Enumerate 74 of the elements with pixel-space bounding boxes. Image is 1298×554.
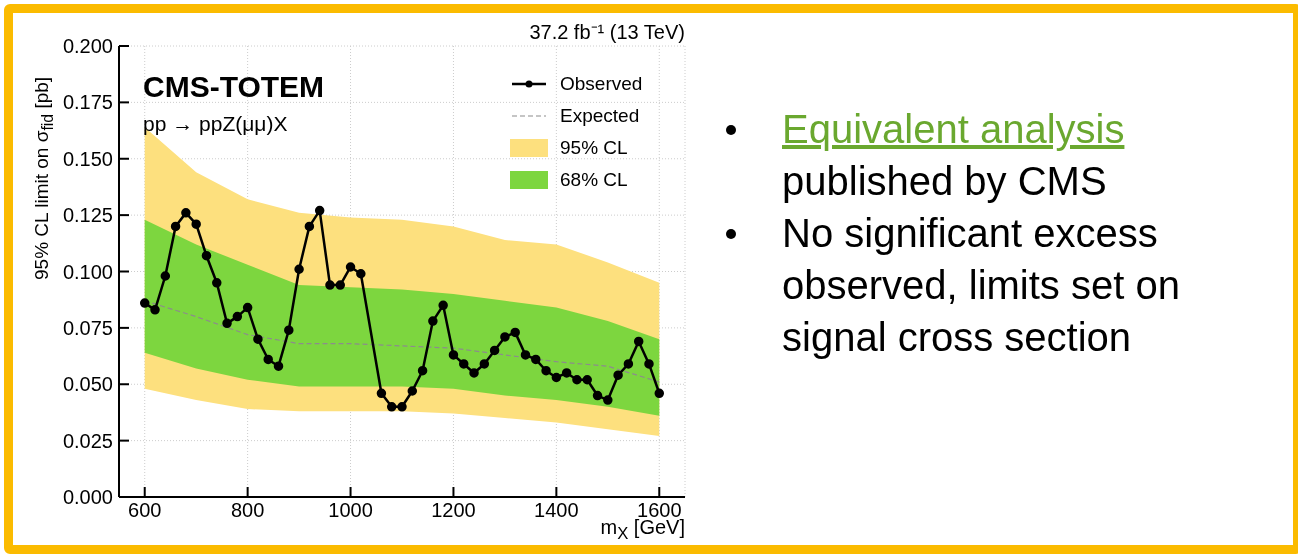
point [232,311,243,322]
point [428,316,438,326]
point [201,250,212,261]
x-tick-label: 800 [230,499,265,522]
annotation: CMS-TOTEM [143,70,325,104]
text: published by CMS [782,158,1108,205]
point [170,221,181,232]
y-tick-label: 0.100 [62,260,113,283]
x-tick-label: 1200 [431,499,476,522]
point [304,221,315,232]
y-tick-label: 0.150 [62,147,113,170]
point [397,402,407,412]
point [572,374,582,385]
point [531,354,541,365]
point [263,354,273,365]
point [448,350,459,360]
point [520,350,531,360]
legend-label: 68% CL [560,168,628,192]
point [510,327,520,338]
point [253,334,263,344]
point [500,332,510,342]
x-tick-label: 1000 [328,499,373,522]
point [191,219,201,229]
y-tick-label: 0.025 [62,429,113,452]
point [345,262,356,272]
point [459,359,469,369]
point [561,368,572,378]
point [181,208,191,218]
point [417,365,428,376]
text: No significant excess observed, limits set on signal cross section [782,210,1181,361]
point [644,359,654,369]
annotation: pp → ppZ(μμ)X [143,112,288,136]
point [273,361,284,371]
y-tick-label: 0.200 [62,35,113,58]
legend-label: Expected [560,104,640,128]
point [479,359,490,369]
point [469,368,479,378]
y-tick-label: 0.125 [62,204,113,227]
point [356,269,366,279]
point [242,302,253,313]
x-tick-label: 1400 [534,499,579,522]
point [633,336,644,347]
y-tick-label: 0.075 [62,316,113,339]
legend-label: Observed [560,72,643,96]
point [160,271,171,281]
point [582,374,592,385]
point [150,305,160,315]
point [551,372,562,383]
point [376,388,387,399]
y-tick-label: 0.050 [62,373,113,396]
point [654,388,665,399]
point [613,370,623,380]
point [541,365,551,376]
point [623,359,634,369]
point [335,280,346,290]
point [489,345,500,356]
point [386,402,397,412]
point [284,325,294,335]
text: Equivalent analysis [782,106,1125,153]
point [592,390,603,401]
text: 37.2 fb⁻¹ (13 TeV) [529,20,685,45]
y-tick-label: 0.000 [62,486,113,509]
point [325,280,335,290]
x-tick-label: 600 [128,499,162,522]
y-tick-label: 0.175 [62,91,113,114]
point [314,205,325,216]
point [294,264,304,274]
point [212,278,222,288]
point [139,298,150,308]
point [438,300,448,311]
point [407,386,418,396]
legend-label: 95% CL [560,136,628,160]
point [603,395,613,405]
point [222,318,232,329]
